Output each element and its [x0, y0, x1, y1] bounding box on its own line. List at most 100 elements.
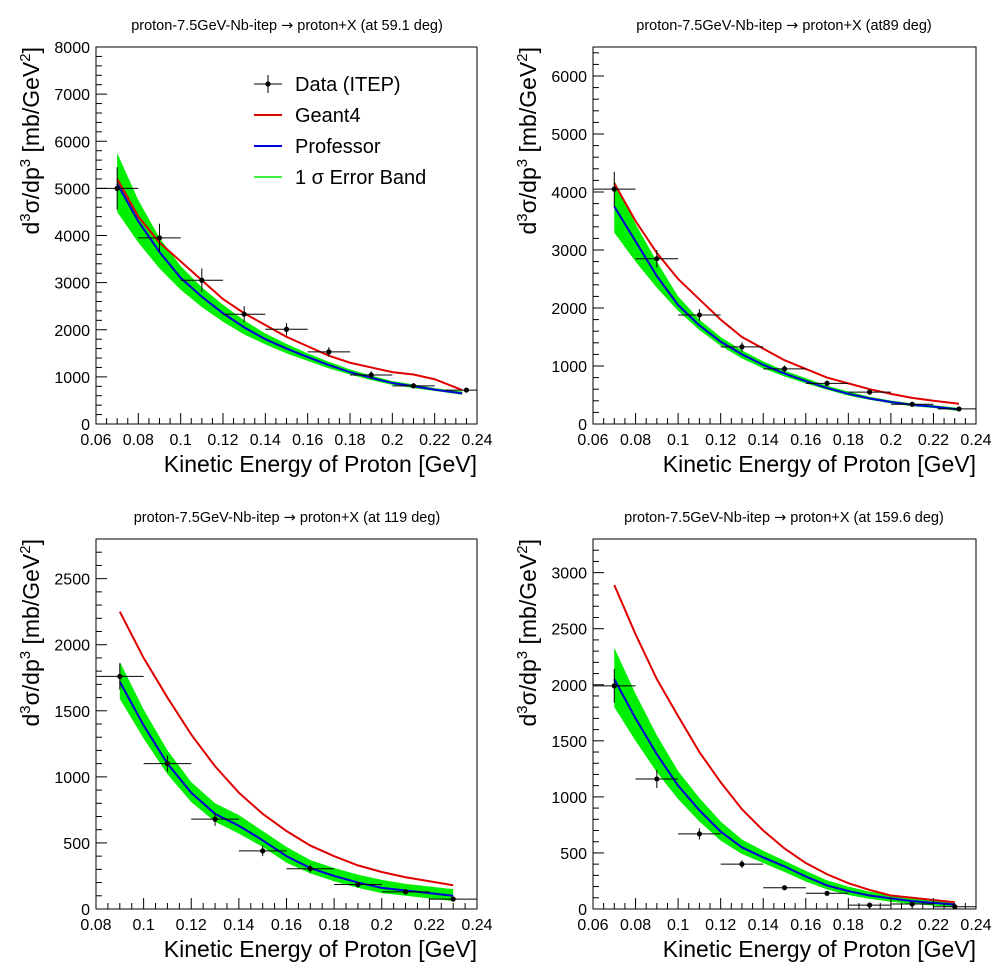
- data-point: [350, 371, 393, 379]
- chart-title: proton-7.5GeV-Nb-itep → proton+X (at 59.…: [131, 18, 443, 34]
- legend: Data (ITEP) Geant4 Professor 1 σ Error Band: [254, 74, 426, 189]
- y-tick-label: 5000: [551, 127, 587, 144]
- x-tick-label: 0.16: [292, 432, 323, 449]
- data-point: [445, 387, 477, 393]
- data-point-marker: [824, 890, 830, 896]
- data-point-marker: [368, 372, 374, 378]
- legend-label: Professor: [295, 136, 381, 158]
- data-point-marker: [611, 683, 617, 689]
- data-point-marker: [241, 311, 247, 317]
- x-tick-label: 0.06: [80, 432, 111, 449]
- x-tick-label: 0.16: [790, 917, 821, 934]
- chart-panel-4: proton-7.5GeV-Nb-itep → proton+X (at 159…: [514, 510, 992, 962]
- legend-item: Data (ITEP): [254, 74, 401, 96]
- data-point-marker: [739, 344, 745, 350]
- y-tick-label: 6000: [551, 69, 587, 86]
- error-band: [117, 153, 463, 395]
- legend-item: 1 σ Error Band: [254, 167, 426, 189]
- y-tick-label: 1000: [551, 359, 587, 376]
- data-point: [381, 889, 430, 895]
- geant4-line: [613, 182, 960, 405]
- data-point: [593, 669, 636, 703]
- x-tick-label: 0.24: [461, 917, 492, 934]
- data-point-marker: [824, 380, 830, 386]
- x-tick-label: 0.22: [419, 432, 450, 449]
- data-point-marker: [654, 256, 660, 262]
- chart-title: proton-7.5GeV-Nb-itep → proton+X (at 119…: [134, 510, 441, 526]
- data-point-marker: [696, 312, 702, 318]
- y-tick-label: 2500: [54, 572, 90, 589]
- y-tick-label: 6000: [54, 134, 90, 151]
- data-point: [763, 365, 806, 373]
- y-tick-label: 4000: [54, 229, 90, 246]
- data-point: [720, 860, 764, 869]
- x-axis-label: Kinetic Energy of Proton [GeV]: [164, 936, 477, 962]
- data-point-marker: [114, 185, 120, 191]
- legend-item: Professor: [254, 136, 381, 158]
- x-tick-label: 0.12: [705, 432, 736, 449]
- data-point-marker: [355, 881, 361, 888]
- x-tick-label: 0.14: [748, 917, 779, 934]
- data-point: [678, 309, 721, 321]
- x-tick-label: 0.22: [918, 917, 949, 934]
- data-point: [805, 380, 849, 387]
- x-tick-label: 0.18: [334, 432, 365, 449]
- y-tick-label: 3000: [551, 243, 587, 260]
- x-tick-label: 0.18: [833, 917, 864, 934]
- y-tick-label: 1000: [551, 790, 587, 807]
- legend-label: Data (ITEP): [295, 74, 401, 96]
- data-point-marker: [654, 776, 660, 782]
- data-point: [96, 663, 144, 690]
- y-tick-label: 0: [578, 417, 587, 434]
- y-tick-label: 7000: [54, 87, 90, 104]
- y-axis-label: d3σ/dp3 [mb/GeV2]: [514, 539, 541, 727]
- y-tick-label: 3000: [54, 276, 90, 293]
- chart-title: proton-7.5GeV-Nb-itep → proton+X (at 159…: [624, 510, 944, 526]
- data-point: [286, 864, 335, 873]
- y-tick-label: 2000: [551, 301, 587, 318]
- x-tick-label: 0.14: [748, 432, 779, 449]
- x-tick-label: 0.24: [461, 432, 492, 449]
- y-tick-label: 0: [578, 902, 587, 919]
- y-tick-label: 4000: [551, 185, 587, 202]
- data-point-marker: [199, 277, 205, 283]
- x-tick-label: 0.24: [960, 432, 991, 449]
- x-tick-label: 0.1: [667, 917, 689, 934]
- data-point-marker: [402, 889, 409, 895]
- data-point-marker: [739, 861, 745, 867]
- x-axis-label: Kinetic Energy of Proton [GeV]: [663, 451, 976, 477]
- data-point: [635, 250, 679, 268]
- x-axis-label: Kinetic Energy of Proton [GeV]: [663, 936, 976, 962]
- professor-line: [116, 183, 463, 395]
- data-point: [635, 769, 679, 788]
- x-axis-label: Kinetic Energy of Proton [GeV]: [164, 451, 477, 477]
- y-tick-label: 1000: [54, 370, 90, 387]
- data-point: [238, 845, 287, 857]
- x-tick-label: 0.06: [577, 432, 608, 449]
- legend-data-marker: [265, 81, 271, 87]
- data-point-marker: [781, 366, 788, 372]
- data-point-marker: [450, 896, 456, 902]
- data-point: [848, 389, 891, 395]
- y-tick-label: 2000: [551, 678, 587, 695]
- data-point: [937, 406, 976, 412]
- x-tick-label: 0.2: [880, 917, 902, 934]
- chart-title: proton-7.5GeV-Nb-itep → proton+X (at89 d…: [636, 18, 932, 34]
- x-tick-label: 0.08: [123, 432, 154, 449]
- geant4-line: [613, 584, 955, 904]
- y-tick-label: 500: [560, 846, 587, 863]
- professor-line: [118, 681, 454, 897]
- x-tick-label: 0.2: [880, 432, 902, 449]
- y-axis-label: d3σ/dp3 [mb/GeV2]: [17, 47, 44, 235]
- x-tick-label: 0.12: [705, 917, 736, 934]
- data-point: [307, 347, 350, 357]
- legend-label: 1 σ Error Band: [295, 167, 426, 189]
- data-point: [138, 223, 181, 252]
- professor-line: [613, 678, 955, 906]
- professor-line: [613, 205, 960, 411]
- data-point-marker: [909, 401, 915, 407]
- x-tick-label: 0.18: [319, 917, 350, 934]
- y-tick-label: 8000: [54, 40, 90, 57]
- x-tick-label: 0.1: [667, 432, 689, 449]
- data-point-marker: [117, 673, 123, 680]
